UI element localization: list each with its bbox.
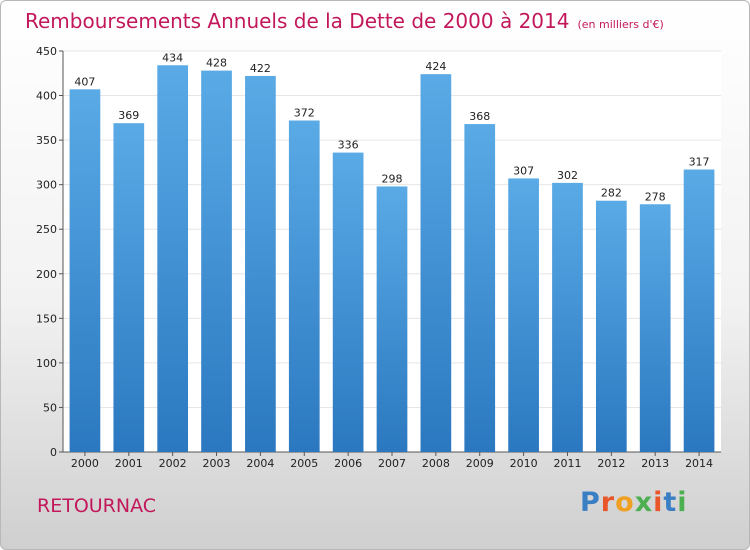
data-label-2009: 368 [469, 110, 490, 123]
x-tick-label-2010: 2010 [510, 457, 538, 470]
data-label-2007: 298 [382, 172, 403, 185]
data-label-2001: 369 [118, 109, 139, 122]
bar-2000 [69, 89, 101, 452]
bar-2013 [639, 204, 671, 452]
x-tick-label-2001: 2001 [115, 457, 143, 470]
bar-2002 [157, 65, 189, 452]
y-tick-label: 0 [50, 446, 57, 459]
bar-2011 [552, 182, 583, 452]
x-tick-label-2004: 2004 [246, 457, 274, 470]
y-tick-label: 150 [36, 312, 57, 325]
data-label-2013: 278 [645, 190, 666, 203]
bar-2004 [245, 75, 276, 452]
y-tick-label: 450 [36, 45, 57, 58]
x-tick-label-2014: 2014 [685, 457, 713, 470]
x-tick-label-2009: 2009 [466, 457, 494, 470]
x-tick-label-2011: 2011 [553, 457, 581, 470]
x-tick-label-2013: 2013 [641, 457, 669, 470]
y-tick-label: 50 [43, 401, 57, 414]
data-label-2002: 434 [162, 51, 183, 64]
chart-title-text: Remboursements Annuels de la Dette de 20… [25, 9, 570, 33]
y-tick-label: 200 [36, 268, 57, 281]
commune-name: RETOURNAC [37, 495, 157, 517]
bar-2008 [420, 74, 452, 453]
y-tick-label: 400 [36, 90, 57, 103]
logo-letter: x [634, 487, 654, 518]
data-label-2014: 317 [689, 156, 710, 169]
chart-title: Remboursements Annuels de la Dette de 20… [25, 9, 664, 33]
bar-2006 [332, 152, 364, 452]
bar-2005 [288, 120, 320, 453]
logo-letter: t [663, 487, 678, 518]
proxiti-logo[interactable]: Proxiti [580, 487, 688, 518]
data-label-2000: 407 [74, 75, 95, 88]
data-label-2011: 302 [557, 169, 578, 182]
data-label-2006: 336 [338, 139, 359, 152]
data-label-2004: 422 [250, 62, 271, 75]
logo-letter: r [600, 487, 616, 518]
logo-letter: o [615, 487, 635, 518]
data-label-2005: 372 [294, 107, 315, 120]
bar-2009 [464, 124, 496, 453]
data-label-2008: 424 [425, 60, 446, 73]
x-tick-label-2012: 2012 [597, 457, 625, 470]
data-label-2010: 307 [513, 164, 534, 177]
data-label-2012: 282 [601, 187, 622, 200]
bar-2012 [595, 200, 627, 452]
x-tick-label-2000: 2000 [71, 457, 99, 470]
logo-letter: i [653, 487, 664, 518]
bar-2003 [201, 70, 232, 453]
bar-2014 [683, 169, 715, 453]
bar-2007 [376, 186, 408, 452]
x-tick-label-2005: 2005 [290, 457, 318, 470]
chart-subtitle: (en milliers d'€) [577, 18, 664, 31]
y-tick-label: 100 [36, 357, 57, 370]
x-tick-label-2003: 2003 [203, 457, 231, 470]
bar-2001 [113, 123, 145, 453]
logo-letter: P [580, 487, 601, 518]
x-tick-label-2007: 2007 [378, 457, 406, 470]
x-tick-label-2006: 2006 [334, 457, 362, 470]
bar-2010 [508, 178, 539, 452]
y-tick-label: 300 [36, 179, 57, 192]
x-tick-label-2002: 2002 [159, 457, 187, 470]
y-tick-label: 350 [36, 134, 57, 147]
data-label-2003: 428 [206, 57, 227, 70]
logo-letter: i [677, 487, 688, 518]
x-tick-label-2008: 2008 [422, 457, 450, 470]
y-tick-label: 250 [36, 223, 57, 236]
